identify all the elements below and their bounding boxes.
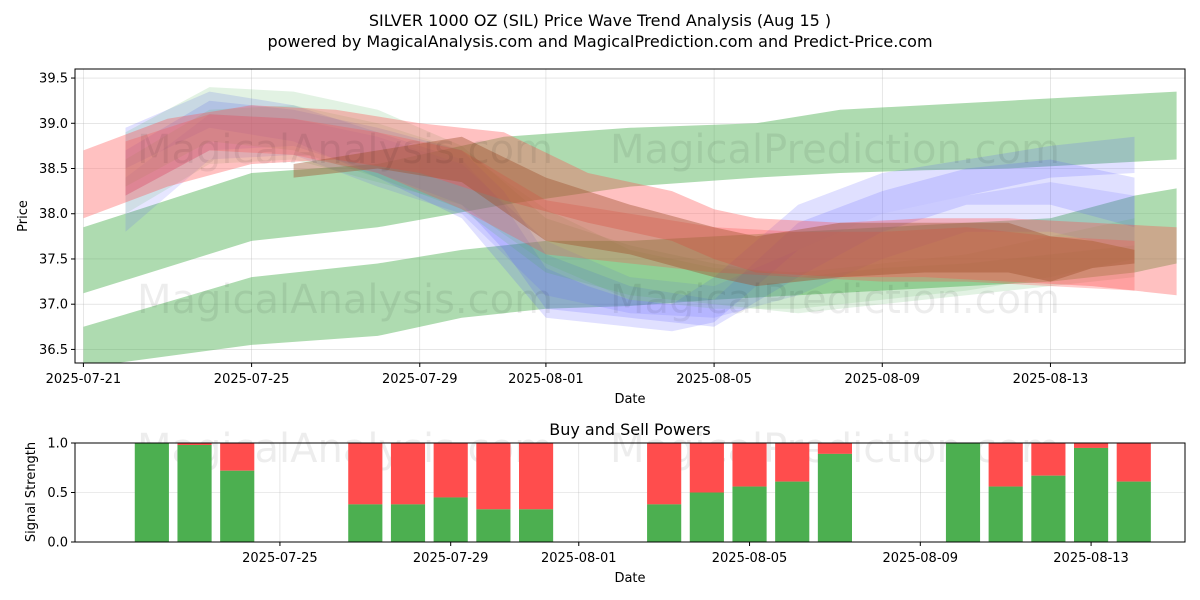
y-tick-label: 37.5 <box>39 252 68 267</box>
signal-bars <box>134 443 1151 542</box>
price-watermarks: MagicalAnalysis.com MagicalPrediction.co… <box>137 127 1060 323</box>
sell-power-bar <box>476 443 511 510</box>
buy-power-bar <box>945 443 981 542</box>
sell-power-bar <box>775 443 810 482</box>
sell-power-bar <box>433 443 468 498</box>
sell-power-bar <box>1074 443 1109 448</box>
y-tick-label: 36.5 <box>39 343 68 358</box>
x-tick-label: 2025-08-01 <box>508 372 584 387</box>
sell-power-bar <box>1031 443 1066 476</box>
sell-power-bar <box>519 443 554 510</box>
x-tick-label: 2025-08-05 <box>676 372 752 387</box>
signal-x-label: Date <box>614 571 645 586</box>
sell-power-bar <box>348 443 383 505</box>
y-tick-label: 39.5 <box>39 72 68 87</box>
wave-band-brown-band <box>293 136 1135 287</box>
wave-band-green-mid-band-2 <box>125 105 1135 309</box>
sell-power-bar <box>732 443 767 487</box>
sell-power-bar <box>988 443 1023 487</box>
buy-power-bar <box>348 504 383 542</box>
x-tick-label: 2025-08-09 <box>844 372 920 387</box>
y-tick-label: 39.0 <box>39 117 68 132</box>
wave-band-green-lower-band <box>83 188 1177 363</box>
price-x-axis: 2025-07-21 2025-07-25 2025-07-29 2025-08-01… <box>46 363 1089 387</box>
x-tick-label: 2025-07-25 <box>242 551 318 566</box>
sell-power-bar <box>689 443 724 493</box>
sell-power-bar <box>390 443 426 505</box>
price-wave-bands <box>83 87 1177 363</box>
x-tick-label: 2025-07-29 <box>382 372 458 387</box>
y-tick-label: 38.5 <box>39 162 68 177</box>
sell-power-bar <box>177 443 212 445</box>
buy-power-bar <box>988 486 1023 542</box>
buy-power-bar <box>476 509 511 542</box>
sell-power-bar <box>817 443 852 454</box>
watermark-text: MagicalAnalysis.com <box>137 127 553 173</box>
watermark-text: MagicalAnalysis.com <box>137 277 553 323</box>
buy-power-bar <box>177 444 212 542</box>
x-tick-label: 2025-08-09 <box>883 551 959 566</box>
price-x-label: Date <box>614 392 645 407</box>
signal-plot-title: Buy and Sell Powers <box>549 420 711 439</box>
x-tick-label: 2025-07-29 <box>413 551 489 566</box>
x-tick-label: 2025-07-25 <box>214 372 290 387</box>
signal-y-axis: 0.0 0.5 1.0 <box>47 437 75 551</box>
buy-power-bar <box>433 497 468 542</box>
buy-power-bar <box>775 481 810 542</box>
wave-band-red-band-2 <box>125 114 1135 291</box>
y-tick-label: 1.0 <box>47 437 68 452</box>
chart-subtitle: powered by MagicalAnalysis.com and Magic… <box>267 32 932 51</box>
signal-plot: Buy and Sell Powers MagicalAnalysis.com … <box>24 420 1186 586</box>
y-tick-label: 37.0 <box>39 298 68 313</box>
watermark-text: MagicalPrediction.com <box>610 277 1060 323</box>
buy-power-bar <box>732 486 767 542</box>
x-tick-label: 2025-08-13 <box>1013 372 1089 387</box>
sell-power-bar <box>647 443 682 505</box>
buy-power-bar <box>220 470 255 542</box>
y-tick-label: 0.5 <box>47 486 68 501</box>
wave-band-green-mid-band-1 <box>125 87 1135 314</box>
wave-band-blue-band-2 <box>125 100 1135 327</box>
price-y-label: Price <box>16 200 31 232</box>
x-tick-label: 2025-08-01 <box>541 551 617 566</box>
buy-power-bar <box>817 453 852 542</box>
buy-power-bar <box>1116 481 1151 542</box>
signal-y-label: Signal Strength <box>24 442 39 542</box>
x-tick-label: 2025-08-13 <box>1053 551 1129 566</box>
wave-band-red-band-1 <box>83 105 1177 296</box>
y-tick-label: 0.0 <box>47 536 68 551</box>
buy-power-bar <box>390 504 426 542</box>
buy-power-bar <box>1074 447 1109 542</box>
buy-power-bar <box>134 443 169 542</box>
buy-power-bar <box>1031 475 1066 542</box>
y-tick-label: 38.0 <box>39 207 68 222</box>
signal-x-axis: 2025-07-25 2025-07-29 2025-08-01 2025-08-05… <box>242 542 1129 566</box>
price-grid <box>75 69 1185 363</box>
price-plot-frame <box>74 68 1186 364</box>
wave-band-green-upper-band <box>83 91 1177 294</box>
buy-power-bar <box>519 509 554 542</box>
sell-power-bar <box>220 443 255 471</box>
wave-band-blue-band-3 <box>125 114 1135 318</box>
buy-power-bar <box>689 492 724 542</box>
chart-title: SILVER 1000 OZ (SIL) Price Wave Trend An… <box>369 11 831 30</box>
x-tick-label: 2025-08-05 <box>712 551 788 566</box>
watermark-text: MagicalPrediction.com <box>610 127 1060 173</box>
wave-band-blue-band-1 <box>125 91 1135 332</box>
price-y-axis: 36.5 37.0 37.5 38.0 38.5 39.0 39.5 <box>39 72 75 358</box>
x-tick-label: 2025-07-21 <box>46 372 122 387</box>
price-plot: MagicalAnalysis.com MagicalPrediction.co… <box>16 68 1186 407</box>
buy-power-bar <box>647 504 682 542</box>
sell-power-bar <box>1116 443 1151 482</box>
